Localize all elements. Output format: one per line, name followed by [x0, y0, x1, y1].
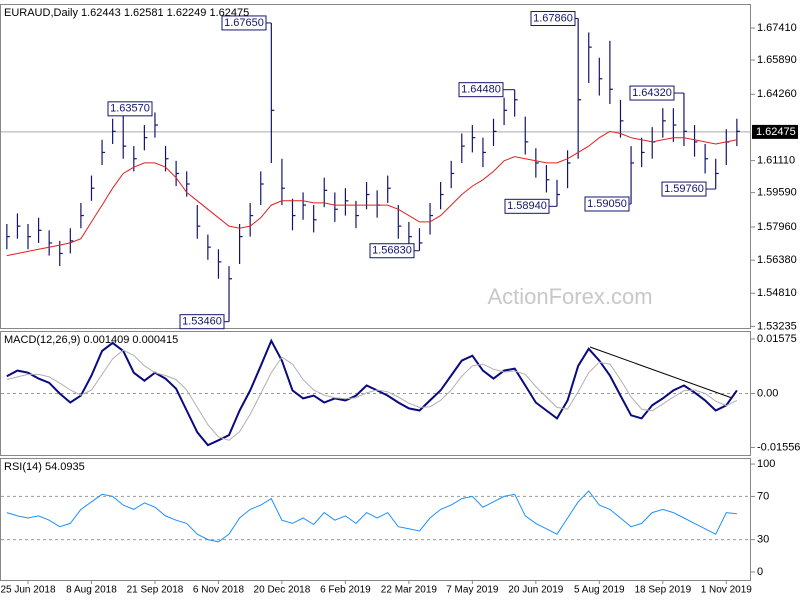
annotation-label: 1.58940	[507, 200, 547, 212]
annotation-box	[504, 198, 550, 214]
annotation-label: 1.53460	[182, 316, 222, 328]
x-tick-label: 6 Feb 2019	[320, 585, 371, 596]
annotation-label: 1.56830	[372, 245, 412, 257]
y-tick-label: 1.64260	[757, 88, 797, 100]
x-tick-label: 1 Nov 2019	[701, 585, 753, 596]
y-tick-label: 1.67410	[757, 22, 797, 34]
annotation-label: 1.64320	[632, 87, 672, 99]
series-line	[6, 130, 737, 257]
series-line	[6, 349, 738, 441]
annotation-label: 1.59760	[664, 183, 704, 195]
trend-line	[589, 346, 733, 399]
x-tick-label: 18 Sep 2019	[634, 585, 691, 596]
last-price-box	[752, 124, 798, 139]
x-tick-label: 22 Mar 2019	[381, 585, 438, 596]
x-tick-label: 5 Aug 2019	[574, 585, 625, 596]
annotation-label: 1.63570	[110, 103, 150, 115]
price-panel	[0, 4, 751, 329]
annotation-label: 1.59050	[587, 198, 627, 210]
y-tick-label: 0.00	[757, 387, 778, 399]
y-tick-label: 1.59590	[757, 187, 797, 199]
x-tick-label: 7 May 2019	[446, 585, 499, 596]
x-tick-label: 6 Nov 2018	[193, 585, 245, 596]
y-tick-label: 0	[757, 566, 763, 578]
y-tick-label: 1.57960	[757, 221, 797, 233]
x-tick-label: 25 Jun 2018	[0, 585, 55, 596]
watermark: ActionForex.com	[487, 284, 652, 309]
y-tick-label: 100	[757, 458, 775, 470]
x-tick-label: 20 Dec 2018	[254, 585, 311, 596]
annotation-box	[629, 85, 675, 101]
annotation-box	[458, 82, 504, 98]
last-price-label: 1.62475	[756, 126, 796, 138]
panel-title: EURAUD,Daily 1.62443 1.62581 1.62249 1.6…	[4, 7, 249, 19]
x-tick-label: 20 Jun 2019	[508, 585, 563, 596]
annotation-box	[661, 181, 707, 197]
y-tick-label: 0.01575	[757, 333, 797, 345]
annotation-label: 1.67860	[533, 12, 573, 24]
annotation-label: 1.67650	[224, 17, 264, 29]
y-tick-label: 30	[757, 534, 769, 546]
y-tick-label: -0.015568	[757, 441, 800, 453]
panel-title: MACD(12,26,9) 0.001409 0.000415	[4, 334, 178, 346]
y-tick-label: 1.65890	[757, 54, 797, 66]
annotation-box	[369, 243, 415, 259]
macd-panel	[0, 331, 751, 456]
y-tick-label: 70	[757, 490, 769, 502]
annotation-box	[221, 15, 267, 31]
y-tick-label: 1.53235	[757, 320, 797, 332]
y-tick-label: 1.54810	[757, 287, 797, 299]
rsi-panel	[0, 458, 751, 581]
annotation-box	[584, 196, 630, 212]
annotation-label: 1.64480	[461, 84, 501, 96]
x-tick-label: 8 Aug 2018	[66, 585, 117, 596]
series-line	[6, 338, 738, 447]
y-tick-label: 1.56380	[757, 254, 797, 266]
x-tick-label: 21 Sep 2018	[127, 585, 184, 596]
annotation-box	[107, 101, 153, 117]
series-line	[6, 490, 737, 543]
y-tick-label: 1.61110	[757, 155, 795, 167]
annotation-box	[179, 314, 225, 330]
panel-title: RSI(14) 54.0935	[4, 461, 85, 473]
annotation-box	[530, 11, 576, 27]
